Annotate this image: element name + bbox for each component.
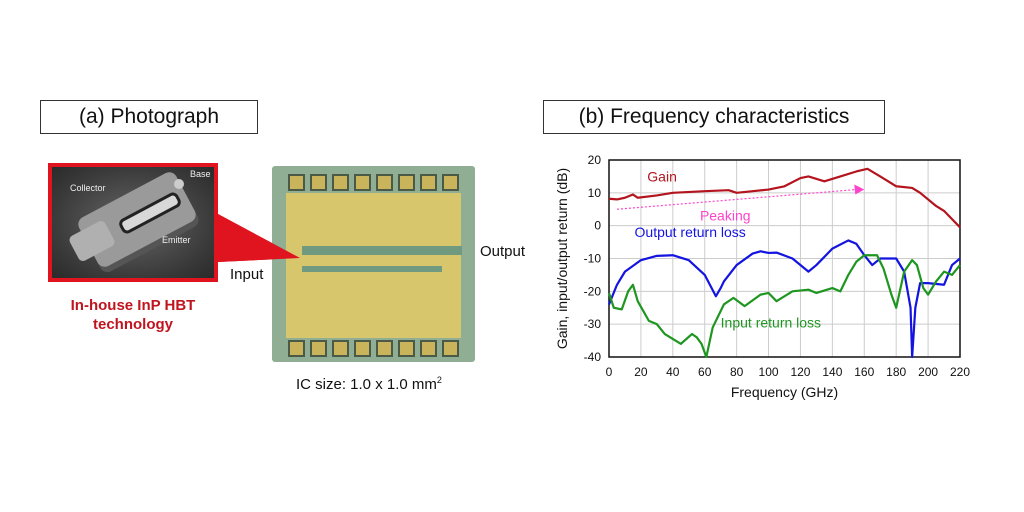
y-tick-label: -30 bbox=[584, 317, 602, 331]
y-tick-label: 0 bbox=[594, 219, 601, 233]
peaking-label: Peaking bbox=[700, 208, 751, 224]
x-tick-label: 180 bbox=[886, 365, 906, 379]
sem-caption-line2: technology bbox=[92, 316, 173, 333]
y-tick-label: 10 bbox=[588, 186, 602, 200]
series-line-input-return-loss bbox=[607, 254, 961, 359]
bond-pad bbox=[442, 174, 459, 191]
series-label: Output return loss bbox=[635, 224, 746, 240]
bond-pad bbox=[376, 174, 393, 191]
series-line-gain bbox=[608, 167, 961, 229]
bond-pad bbox=[288, 340, 305, 357]
panel-a-title: (a) Photograph bbox=[40, 100, 258, 134]
y-tick-label: 20 bbox=[588, 153, 602, 167]
x-tick-label: 140 bbox=[822, 365, 842, 379]
panel-b-title: (b) Frequency characteristics bbox=[543, 100, 885, 134]
y-tick-label: -10 bbox=[584, 252, 602, 266]
x-tick-label: 120 bbox=[790, 365, 810, 379]
bond-pad bbox=[354, 174, 371, 191]
series-line-output-return-loss bbox=[607, 239, 961, 359]
frequency-chart: 0 20 40 60 80 100 120 140 160 180 200 22020100-10-2… bbox=[554, 153, 970, 400]
bond-pad bbox=[376, 340, 393, 357]
x-tick-label: 160 bbox=[854, 365, 874, 379]
base-label: Base bbox=[190, 169, 211, 179]
bond-pad bbox=[354, 340, 371, 357]
ic-size-text: IC size: 1.0 x 1.0 mm bbox=[296, 376, 437, 393]
x-tick-label: 60 bbox=[698, 365, 712, 379]
bond-pad bbox=[420, 174, 437, 191]
x-tick-label: 100 bbox=[759, 365, 779, 379]
bond-pad bbox=[420, 340, 437, 357]
bond-pad bbox=[310, 174, 327, 191]
bond-pad bbox=[442, 340, 459, 357]
series-label: Input return loss bbox=[721, 314, 821, 330]
hbt-sem-image: Base Collector Emitter bbox=[48, 163, 218, 282]
x-tick-label: 220 bbox=[950, 365, 970, 379]
ic-size-sup: 2 bbox=[436, 375, 442, 385]
bond-pad bbox=[398, 340, 415, 357]
bond-pad bbox=[310, 340, 327, 357]
output-label: Output bbox=[480, 243, 526, 260]
ic-size-label: IC size: 1.0 x 1.0 mm2 bbox=[296, 375, 442, 393]
bond-pad bbox=[332, 340, 349, 357]
x-axis-label: Frequency (GHz) bbox=[731, 384, 838, 400]
emitter-label: Emitter bbox=[162, 235, 191, 245]
bond-pad bbox=[332, 174, 349, 191]
series-label: Gain bbox=[647, 168, 677, 184]
y-tick-label: -40 bbox=[584, 350, 602, 364]
x-tick-label: 80 bbox=[730, 365, 744, 379]
bond-pad bbox=[398, 174, 415, 191]
collector-label: Collector bbox=[70, 183, 106, 193]
x-tick-label: 0 bbox=[606, 365, 613, 379]
peaking-arrow-line bbox=[616, 188, 857, 210]
y-tick-label: -20 bbox=[584, 284, 602, 298]
peaking-arrow-head bbox=[854, 184, 865, 195]
ic-chip-photo bbox=[272, 166, 475, 362]
x-tick-label: 40 bbox=[666, 365, 680, 379]
y-axis-label: Gain, input/output return (dB) bbox=[554, 168, 570, 349]
sem-caption-line1: In-house InP HBT bbox=[70, 297, 196, 314]
bond-pad bbox=[288, 174, 305, 191]
x-tick-label: 20 bbox=[634, 365, 648, 379]
input-label: Input bbox=[230, 266, 264, 283]
x-tick-label: 200 bbox=[918, 365, 938, 379]
